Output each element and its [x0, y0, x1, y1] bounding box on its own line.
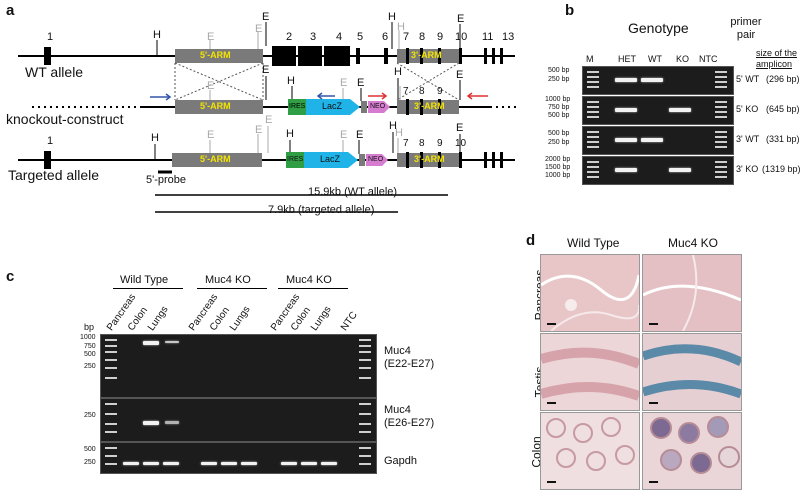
wt-3arm [397, 49, 459, 63]
col-wild-type: Wild Type [567, 236, 620, 250]
gel-3ko [582, 156, 734, 185]
wt-exon-5 [356, 48, 360, 64]
gel-3wt [582, 126, 734, 155]
ko-construct-label: knockout-construct [6, 111, 124, 127]
histo-wt-testis [540, 333, 640, 411]
targeted-allele-label: Targeted allele [8, 167, 100, 183]
histo-ko-testis [642, 333, 742, 411]
histo-ko-pancreas [642, 254, 742, 332]
group-ko-2: Muc4 KO [286, 274, 332, 286]
panel-b-letter: b [565, 2, 575, 19]
gel-5wt [582, 66, 734, 95]
gel-muc4-e26 [100, 398, 377, 442]
wt-exon-1 [44, 47, 51, 65]
targeted-5arm [172, 153, 262, 167]
primer-pair-header: primer pair [730, 16, 762, 41]
gel-gapdh [100, 442, 377, 474]
wt-3arm-label: 3'-ARM [411, 50, 442, 60]
gene-targeting-diagram [18, 22, 520, 213]
ko-lacz [306, 99, 360, 115]
panel-c-letter: c [6, 268, 15, 285]
histo-wt-pancreas [540, 254, 640, 332]
ko-ires [288, 99, 306, 115]
ko-5arm [175, 100, 263, 114]
wt-exon-3 [298, 46, 322, 66]
wt-size-label: 15.9kb (WT allele) [308, 186, 398, 198]
ko-neo [368, 101, 390, 113]
gel-muc4-e22 [100, 334, 377, 398]
panel-d-letter: d [526, 232, 536, 249]
group-wt: Wild Type [120, 274, 169, 286]
wt-exon-4 [324, 46, 350, 66]
panel-a-letter: a [6, 2, 15, 19]
wt-allele-label: WT allele [25, 64, 84, 80]
wt-5arm-label: 5'-ARM [200, 50, 231, 60]
wt-5arm [175, 49, 263, 63]
col-muc4-ko: Muc4 KO [668, 236, 719, 250]
targeted-size-label: 7.9kb (targeted allele) [268, 204, 375, 216]
gel-5ko [582, 96, 734, 125]
group-ko-1: Muc4 KO [205, 274, 251, 286]
ko-3arm [397, 100, 459, 114]
probe-label: 5'-probe [146, 174, 187, 186]
histo-ko-colon [642, 412, 742, 490]
histo-wt-colon [540, 412, 640, 490]
genotype-title: Genotype [628, 20, 689, 36]
wt-exon-2 [272, 46, 296, 66]
size-header: size of the amplicon [756, 48, 798, 69]
